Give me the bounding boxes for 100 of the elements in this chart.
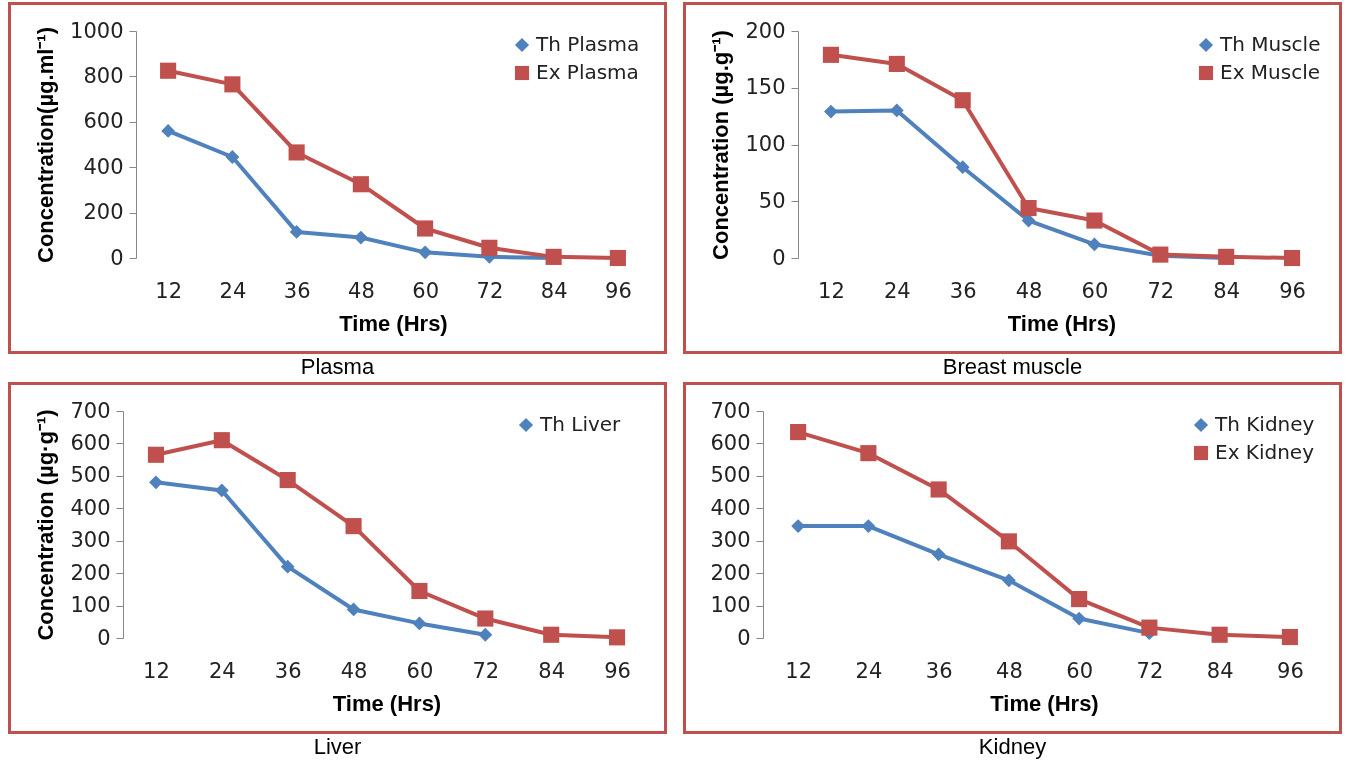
x-tick-label: 60 <box>406 658 434 683</box>
point <box>824 104 838 119</box>
x-tick-label: 72 <box>1147 278 1175 303</box>
point <box>345 518 362 535</box>
x-tick-label: 48 <box>996 658 1023 683</box>
x-tick-label: 84 <box>1213 278 1241 303</box>
point <box>1071 591 1088 608</box>
point <box>346 602 361 617</box>
y-tick-label: 100 <box>745 132 786 156</box>
x-tick-label: 48 <box>348 278 375 303</box>
x-tick-label: 60 <box>1081 278 1109 303</box>
point <box>279 472 296 489</box>
x-tick-label: 72 <box>476 278 504 303</box>
point <box>289 225 304 239</box>
x-tick-label: 96 <box>1277 658 1304 683</box>
x-tick-label: 84 <box>538 658 566 683</box>
point <box>954 92 971 109</box>
point <box>790 424 807 441</box>
point <box>955 160 970 175</box>
point <box>861 519 876 534</box>
y-tick-label: 600 <box>70 430 111 455</box>
point <box>352 176 369 193</box>
point <box>1086 212 1103 229</box>
y-tick-label: 500 <box>70 463 111 488</box>
point <box>214 483 229 498</box>
x-tick-label: 12 <box>143 658 170 683</box>
y-tick-label: 0 <box>97 625 111 650</box>
y-tick-label: 600 <box>710 430 751 455</box>
y-tick-label: 100 <box>70 593 111 618</box>
legend-label: Th Plasma <box>535 32 640 56</box>
y-tick-label: 400 <box>70 495 111 520</box>
y-tick-label: 800 <box>83 63 124 88</box>
x-tick-label: 36 <box>949 278 977 303</box>
point <box>147 446 164 463</box>
x-tick-label: 96 <box>604 658 631 683</box>
point <box>160 62 177 79</box>
y-axis-title: Concentration(µg.ml⁻¹) <box>33 27 59 263</box>
x-axis-title: Time (Hrs) <box>1007 310 1117 336</box>
point <box>149 475 163 490</box>
y-tick-label: 700 <box>70 398 111 423</box>
text: Plasma <box>299 354 376 380</box>
point <box>1141 619 1158 636</box>
legend-label: Th Kidney <box>1214 412 1315 436</box>
text: Breast muscle <box>941 354 1084 380</box>
point <box>609 629 626 646</box>
y-tick-label: 0 <box>737 625 751 650</box>
x-axis-title: Time (Hrs) <box>332 690 442 716</box>
y-axis-title: Concentration (µg.g⁻¹) <box>708 30 734 260</box>
point <box>1281 628 1298 646</box>
point <box>353 230 368 245</box>
y-tick-label: 700 <box>710 398 751 423</box>
x-tick-label: 48 <box>1015 278 1043 303</box>
legend-label: Ex Plasma <box>536 60 639 84</box>
y-tick-label: 0 <box>772 245 786 270</box>
y-tick-label: 500 <box>710 463 751 488</box>
point <box>1001 573 1016 588</box>
x-tick-label: 96 <box>605 278 632 303</box>
x-tick-label: 96 <box>1279 278 1306 303</box>
point <box>477 610 494 627</box>
point <box>543 626 560 643</box>
point <box>161 123 176 138</box>
point <box>225 150 240 164</box>
point <box>412 616 427 631</box>
x-tick-label: 24 <box>883 278 911 303</box>
legend-label: Th Muscle <box>1219 32 1321 56</box>
point <box>288 144 305 161</box>
x-tick-label: 60 <box>1066 658 1093 683</box>
y-tick-label: 200 <box>83 200 124 225</box>
y-tick-label: 600 <box>83 109 124 134</box>
point <box>609 249 626 267</box>
point <box>1087 237 1102 252</box>
x-tick-label: 36 <box>925 658 953 683</box>
x-tick-label: 12 <box>155 278 182 303</box>
point <box>418 245 433 260</box>
point <box>860 445 877 462</box>
point <box>478 627 493 642</box>
y-tick-label: 150 <box>745 75 786 100</box>
y-tick-label: 400 <box>83 154 124 179</box>
x-tick-label: 24 <box>855 658 883 683</box>
x-tick-label: 36 <box>274 658 302 683</box>
y-tick-label: 300 <box>70 528 111 553</box>
y-tick-label: 400 <box>710 495 751 520</box>
x-tick-label: 84 <box>1206 658 1234 683</box>
point <box>930 481 947 498</box>
x-tick-label: 84 <box>540 278 568 303</box>
point <box>417 220 434 237</box>
point <box>889 103 904 118</box>
point <box>931 547 946 562</box>
x-axis-title: Time (Hrs) <box>990 690 1099 716</box>
x-tick-label: 72 <box>1136 658 1164 683</box>
y-tick-label: 300 <box>710 528 751 553</box>
point <box>1211 626 1228 643</box>
y-tick-label: 100 <box>710 593 751 618</box>
point <box>1020 200 1037 217</box>
point <box>822 46 839 63</box>
y-tick-label: 50 <box>758 188 786 213</box>
text: Kidney <box>977 734 1048 760</box>
x-tick-label: 60 <box>412 278 439 303</box>
x-tick-label: 12 <box>785 658 812 683</box>
x-tick-label: 72 <box>472 658 500 683</box>
